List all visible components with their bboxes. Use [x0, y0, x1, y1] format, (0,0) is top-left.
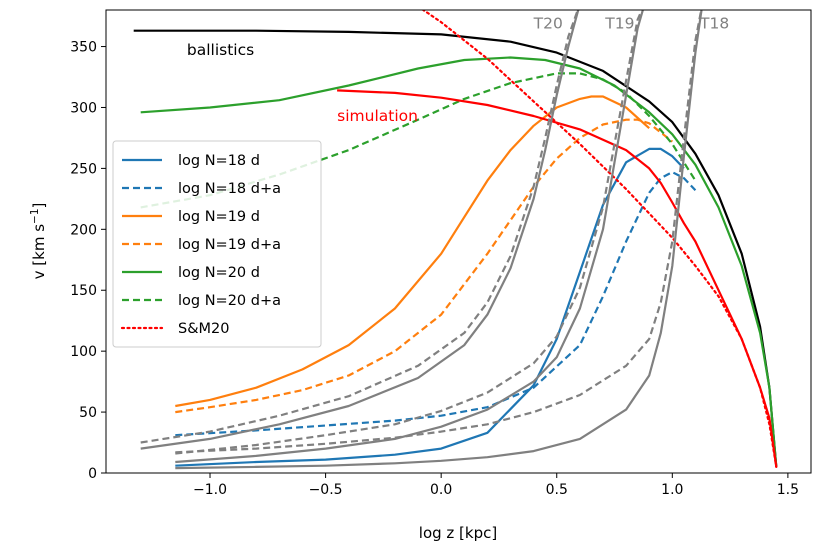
series-line-log-n-18-d: [175, 147, 685, 467]
x-tick-label: 1.5: [777, 482, 799, 498]
annotation-t19: T19: [604, 14, 634, 32]
annotation-t20: T20: [533, 14, 563, 32]
legend-entry-log-n-18-d-a: log N=18 d+a: [122, 181, 281, 197]
annotation-ballistics: ballistics: [187, 41, 254, 59]
legend-label: log N=20 d: [178, 265, 260, 281]
y-tick-label: 200: [70, 222, 97, 238]
series-line-s-m20: [421, 10, 778, 468]
series-line-log-n-19-d-a: [175, 118, 673, 414]
y-tick-label: 50: [79, 405, 97, 421]
annotation-simulation: simulation: [337, 107, 418, 125]
legend-entry-log-n-19-d: log N=19 d: [122, 209, 260, 225]
series-line-t18-d-a: [175, 10, 703, 454]
legend-label: S&M20: [178, 321, 229, 337]
x-tick-label: −1.0: [193, 482, 227, 498]
y-axis-label-main: v [km s: [30, 224, 48, 280]
legend-label: log N=19 d: [178, 209, 260, 225]
y-tick-label: 100: [70, 344, 97, 360]
plot-frame: [105, 9, 812, 474]
series-layer: [133, 10, 778, 470]
legend-entry-log-n-19-d-a: log N=19 d+a: [122, 237, 281, 253]
y-axis-ticks: 0 50 100 150 200 250 300 350: [70, 40, 106, 482]
legend: log N=18 d log N=18 d+a log N=19 d log N=19…: [112, 140, 322, 348]
y-axis-label-sup: −1: [29, 208, 41, 223]
series-line-t19-d-a: [175, 10, 644, 455]
series-line-t18-d: [175, 10, 703, 470]
x-tick-label: −0.5: [309, 482, 343, 498]
legend-entry-log-n-18-d: log N=18 d: [122, 153, 260, 169]
y-axis-label: v [km s−1]: [29, 203, 48, 280]
legend-label: log N=20 d+a: [178, 293, 281, 309]
legend-entry-log-n-20-d: log N=20 d: [122, 265, 260, 281]
y-tick-label: 0: [88, 466, 97, 482]
x-axis-ticks: −1.0 −0.5 0.0 0.5 1.0 1.5: [193, 473, 799, 498]
series-line-log-n-18-d-a: [175, 171, 697, 437]
series-line-ballistics: [133, 29, 778, 467]
y-axis-label-close: ]: [30, 203, 48, 209]
legend-entry-s-m20: S&M20: [120, 321, 229, 337]
legend-label: log N=18 d+a: [178, 181, 281, 197]
y-tick-label: 150: [70, 283, 97, 299]
legend-label: log N=19 d+a: [178, 237, 281, 253]
y-tick-label: 250: [70, 161, 97, 177]
series-line-t19-d: [175, 10, 644, 464]
y-tick-label: 300: [70, 100, 97, 116]
series-line-simulation: [337, 89, 778, 468]
x-tick-label: 0.0: [430, 482, 452, 498]
annotations: ballistics simulation T20 T19 T18: [187, 14, 729, 125]
x-tick-label: 0.5: [546, 482, 568, 498]
series-line-t20-d: [140, 10, 580, 450]
x-axis-label: log z [kpc]: [419, 524, 497, 542]
x-tick-label: 1.0: [661, 482, 683, 498]
legend-box: [112, 140, 322, 348]
legend-label: log N=18 d: [178, 153, 260, 169]
annotation-t18: T18: [699, 14, 729, 32]
series-line-log-n-19-d: [175, 95, 650, 408]
legend-entry-log-n-20-d-a: log N=20 d+a: [122, 293, 281, 309]
y-tick-label: 350: [70, 40, 97, 56]
